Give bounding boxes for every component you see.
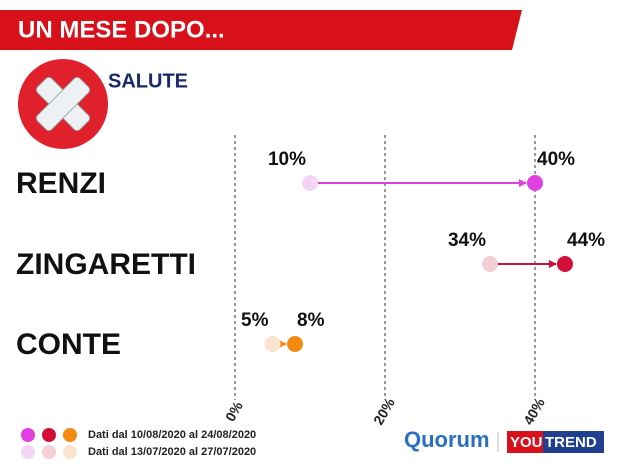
x-tick-label: 20% [370,395,398,428]
title-banner [0,10,522,50]
dot [557,256,573,272]
legend-dot [63,428,77,442]
legend-label: Dati dal 13/07/2020 al 27/07/2020 [88,446,256,458]
legend-label: Dati dal 10/08/2020 al 24/08/2020 [88,429,256,441]
legend-dot [21,428,35,442]
x-tick-label: 40% [520,395,548,428]
value-label: 5% [241,310,269,331]
value-label: 10% [268,149,306,170]
x-tick-label: 0% [222,398,246,424]
logo-you: YOU [510,434,543,451]
dot [302,175,318,191]
logo-trend: TREND [545,434,597,451]
health-icon [18,59,108,149]
legend-dot [42,428,56,442]
value-label: 8% [297,310,325,331]
legend-dot [21,445,35,459]
category-label: RENZI [16,167,106,200]
value-label: 40% [537,149,575,170]
legend-dot [42,445,56,459]
logo-quorum: Quorum [404,427,490,452]
legend: Dati dal 10/08/2020 al 24/08/2020 Dati da… [21,428,256,459]
category-label: ZINGARETTI [16,248,196,281]
value-label: 44% [567,230,605,251]
subtitle: SALUTE [108,70,188,92]
legend-dot [63,445,77,459]
category-label: CONTE [16,328,121,361]
logo-box-red [507,431,543,453]
dot [527,175,543,191]
chart-title: UN MESE DOPO... [18,16,225,43]
value-label: 34% [448,230,486,251]
dot [264,336,281,352]
dot [287,336,303,352]
dot [482,256,498,272]
